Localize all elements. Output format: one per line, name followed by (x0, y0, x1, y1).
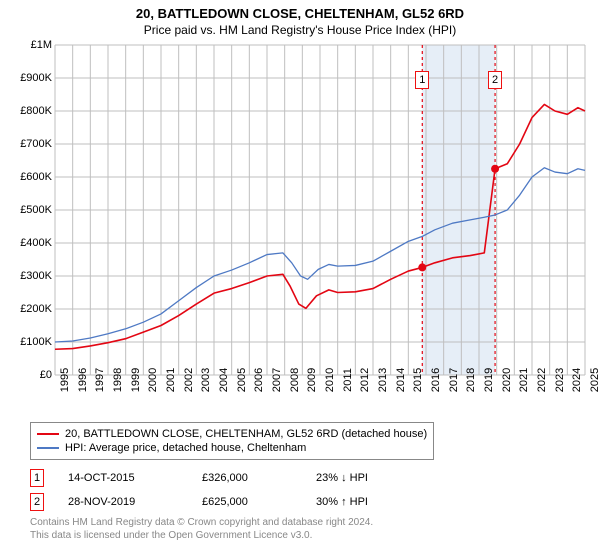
legend-row: HPI: Average price, detached house, Chel… (37, 441, 427, 455)
y-tick-label: £900K (2, 72, 52, 84)
x-tick-label: 1996 (77, 368, 89, 392)
x-tick-label: 2018 (465, 368, 477, 392)
x-tick-label: 2020 (501, 368, 513, 392)
x-tick-label: 2025 (589, 368, 600, 392)
x-tick-label: 1997 (94, 368, 106, 392)
transaction-price: £326,000 (202, 472, 292, 484)
y-tick-label: £200K (2, 303, 52, 315)
y-tick-label: £500K (2, 204, 52, 216)
x-tick-label: 1999 (130, 368, 142, 392)
legend-label: 20, BATTLEDOWN CLOSE, CHELTENHAM, GL52 6… (65, 428, 427, 440)
transaction-delta: 30% ↑ HPI (316, 496, 368, 508)
footer-line-2: This data is licensed under the Open Gov… (30, 529, 373, 542)
chart-container: { "title": "20, BATTLEDOWN CLOSE, CHELTE… (0, 0, 600, 560)
legend: 20, BATTLEDOWN CLOSE, CHELTENHAM, GL52 6… (30, 422, 434, 460)
x-tick-label: 2007 (271, 368, 283, 392)
y-tick-label: £100K (2, 336, 52, 348)
x-tick-label: 1995 (59, 368, 71, 392)
x-tick-label: 2002 (183, 368, 195, 392)
y-tick-label: £600K (2, 171, 52, 183)
chart-title: 20, BATTLEDOWN CLOSE, CHELTENHAM, GL52 6… (0, 0, 600, 21)
x-tick-label: 2024 (571, 368, 583, 392)
transaction-price: £625,000 (202, 496, 292, 508)
transaction-marker: 1 (30, 469, 44, 487)
plot-svg (55, 45, 585, 375)
x-tick-label: 2012 (359, 368, 371, 392)
transaction-date: 28-NOV-2019 (68, 496, 178, 508)
x-tick-label: 2013 (377, 368, 389, 392)
legend-row: 20, BATTLEDOWN CLOSE, CHELTENHAM, GL52 6… (37, 427, 427, 441)
y-tick-label: £1M (2, 39, 52, 51)
y-tick-label: £800K (2, 105, 52, 117)
event-marker-box: 1 (415, 71, 429, 89)
chart-subtitle: Price paid vs. HM Land Registry's House … (0, 21, 600, 41)
x-tick-label: 2010 (324, 368, 336, 392)
y-tick-label: £0 (2, 369, 52, 381)
transaction-marker: 2 (30, 493, 44, 511)
x-tick-label: 2016 (430, 368, 442, 392)
x-tick-label: 2005 (236, 368, 248, 392)
x-tick-label: 2017 (448, 368, 460, 392)
x-tick-label: 2021 (518, 368, 530, 392)
footer-attribution: Contains HM Land Registry data © Crown c… (30, 516, 373, 542)
legend-swatch (37, 433, 59, 435)
x-tick-label: 2004 (218, 368, 230, 392)
x-tick-label: 2014 (395, 368, 407, 392)
x-tick-label: 2023 (554, 368, 566, 392)
y-tick-label: £400K (2, 237, 52, 249)
legend-label: HPI: Average price, detached house, Chel… (65, 442, 306, 454)
transaction-delta: 23% ↓ HPI (316, 472, 368, 484)
event-marker-box: 2 (488, 71, 502, 89)
x-tick-label: 1998 (112, 368, 124, 392)
transactions-table: 1 14-OCT-2015 £326,000 23% ↓ HPI 2 28-NOV-201… (30, 466, 368, 514)
x-tick-label: 2015 (412, 368, 424, 392)
x-tick-label: 2008 (289, 368, 301, 392)
x-tick-label: 2019 (483, 368, 495, 392)
x-tick-label: 2000 (147, 368, 159, 392)
x-tick-label: 2003 (200, 368, 212, 392)
x-tick-label: 2022 (536, 368, 548, 392)
x-tick-label: 2011 (342, 368, 354, 392)
y-tick-label: £700K (2, 138, 52, 150)
x-tick-label: 2009 (306, 368, 318, 392)
x-tick-label: 2001 (165, 368, 177, 392)
plot-area (55, 45, 585, 375)
transaction-row: 1 14-OCT-2015 £326,000 23% ↓ HPI (30, 466, 368, 490)
legend-swatch (37, 447, 59, 449)
footer-line-1: Contains HM Land Registry data © Crown c… (30, 516, 373, 529)
transaction-date: 14-OCT-2015 (68, 472, 178, 484)
y-tick-label: £300K (2, 270, 52, 282)
transaction-row: 2 28-NOV-2019 £625,000 30% ↑ HPI (30, 490, 368, 514)
x-tick-label: 2006 (253, 368, 265, 392)
